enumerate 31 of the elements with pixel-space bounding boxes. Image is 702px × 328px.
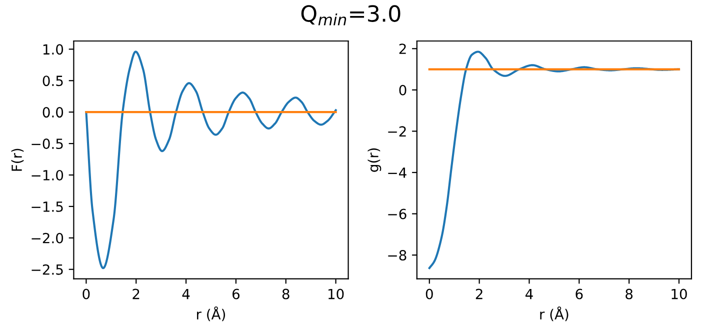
y-tick-label: −0.5 [32,138,63,150]
x-tick-label: 0 [82,288,90,300]
y-tick-label: −8 [388,250,406,261]
x-tick-label: 2 [132,288,140,300]
y-tick-label: 0.5 [42,76,63,86]
y-tick-label: 0.0 [42,107,64,118]
chart-title: Q$_{min}$=3.0 [301,5,400,26]
x-axis-title: r (Å) [540,306,568,322]
x-tick-label: 4 [182,288,190,300]
x-tick-label: 10 [672,288,687,300]
y-axis-title: g(r) [368,148,382,172]
y-tick-label: −2.0 [32,232,64,244]
y-tick-label: −6 [388,208,406,220]
y-tick-label: −2.5 [32,264,63,275]
x-tick-label: 6 [576,288,583,300]
x-axis-title: r (Å) [197,306,226,322]
y-tick-label: 2 [399,44,406,54]
x-tick-label: 0 [426,288,433,300]
y-tick-label: 0 [399,84,406,96]
y-tick-label: 1.0 [43,44,64,55]
x-tick-label: 10 [328,288,344,300]
x-tick-label: 2 [476,288,482,300]
x-tick-label: 8 [282,288,290,300]
y-tick-label: −1.5 [32,202,63,212]
x-tick-label: 6 [232,288,240,300]
x-tick-label: 8 [626,288,633,300]
y-tick-label: −2 [388,126,406,136]
y-tick-label: −4 [388,168,406,178]
y-axis-title: F(r) [11,148,24,171]
y-tick-label: −1.0 [32,170,64,180]
x-tick-label: 4 [525,288,533,300]
